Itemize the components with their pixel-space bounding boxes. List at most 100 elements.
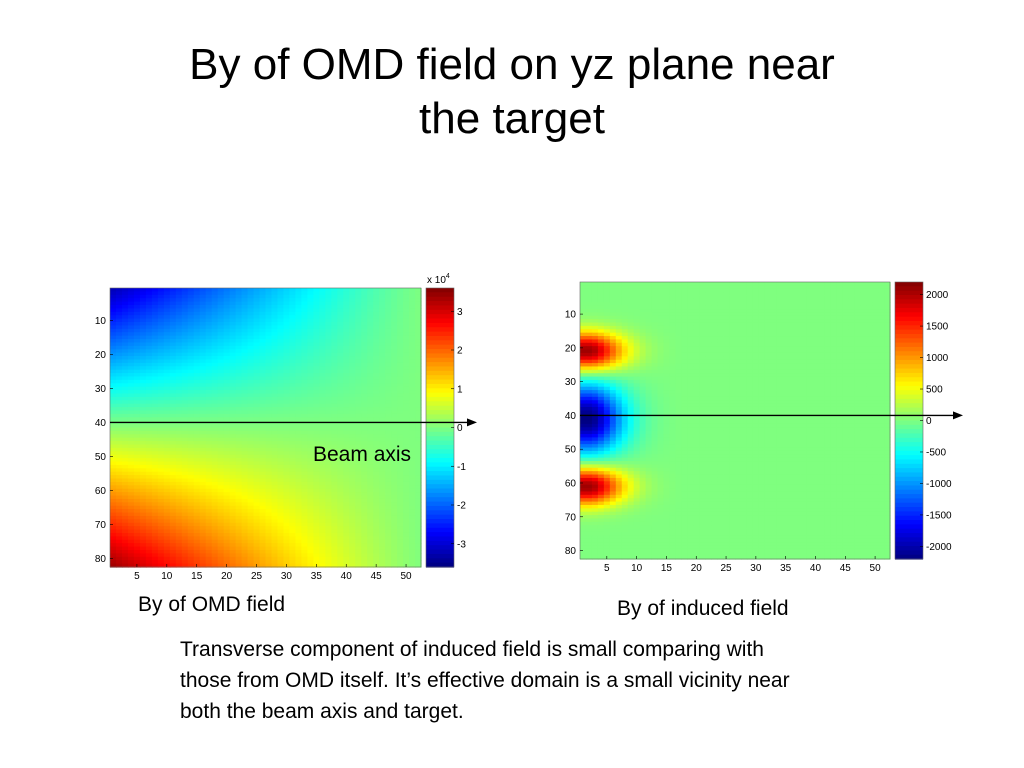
heatmap-cell xyxy=(361,396,368,401)
heatmap-cell xyxy=(415,325,422,330)
heatmap-cell xyxy=(349,345,356,350)
heatmap-cell xyxy=(283,332,291,337)
heatmap-cell xyxy=(253,413,261,418)
heatmap-cell xyxy=(181,342,189,347)
heatmap-cell xyxy=(391,308,398,313)
heatmap-cell xyxy=(349,318,356,323)
heatmap-cell xyxy=(259,339,267,344)
heatmap-cell xyxy=(157,356,165,361)
heatmap-cell xyxy=(193,427,201,432)
heatmap-cell xyxy=(205,376,213,381)
heatmap-cell xyxy=(397,376,404,381)
heatmap-cell xyxy=(373,308,380,313)
heatmap-cell xyxy=(373,315,380,320)
heatmap-cell xyxy=(169,386,177,391)
heatmap-cell xyxy=(163,403,171,408)
heatmap-cell xyxy=(259,379,267,384)
heatmap-cell xyxy=(349,410,356,415)
heatmap-cell xyxy=(211,325,219,330)
heatmap-cell xyxy=(325,403,332,408)
heatmap-cell xyxy=(349,328,356,333)
heatmap-cell xyxy=(181,434,189,439)
heatmap-cell xyxy=(259,427,267,432)
heatmap-cell xyxy=(121,298,129,303)
heatmap-cell xyxy=(151,396,159,401)
heatmap-cell xyxy=(169,298,177,303)
heatmap-cell xyxy=(277,335,285,340)
heatmap-cell xyxy=(199,298,207,303)
heatmap-cell xyxy=(367,393,374,398)
heatmap-cell xyxy=(110,328,117,333)
heatmap-cell xyxy=(337,356,344,361)
heatmap-cell xyxy=(145,294,153,299)
heatmap-cell xyxy=(331,311,338,316)
heatmap-cell xyxy=(331,407,338,412)
heatmap-cell xyxy=(199,386,207,391)
heatmap-cell xyxy=(325,342,332,347)
heatmap-cell xyxy=(319,335,326,340)
heatmap-cell xyxy=(163,396,171,401)
heatmap-cell xyxy=(199,373,207,378)
heatmap-cell xyxy=(151,383,159,388)
heatmap-cell xyxy=(127,393,135,398)
heatmap-cell xyxy=(367,379,374,384)
heatmap-cell xyxy=(241,407,249,412)
heatmap-cell xyxy=(175,410,183,415)
heatmap-cell xyxy=(313,356,320,361)
heatmap-cell xyxy=(145,325,153,330)
heatmap-cell xyxy=(307,288,314,292)
heatmap-cell xyxy=(385,328,392,333)
heatmap-cell xyxy=(121,301,129,306)
heatmap-cell xyxy=(127,298,135,303)
heatmap-cell xyxy=(205,356,213,361)
heatmap-cell xyxy=(181,424,189,429)
heatmap-cell xyxy=(139,400,147,405)
heatmap-cell xyxy=(367,410,374,415)
heatmap-cell xyxy=(367,359,374,364)
heatmap-cell xyxy=(379,335,386,340)
heatmap-cell xyxy=(205,373,213,378)
heatmap-cell xyxy=(397,335,404,340)
heatmap-cell xyxy=(139,390,147,395)
heatmap-cell xyxy=(193,335,201,340)
heatmap-cell xyxy=(367,407,374,412)
slide-title: By of OMD field on yz plane near the tar… xyxy=(60,38,964,146)
heatmap-cell xyxy=(415,318,422,323)
heatmap-cell xyxy=(397,288,404,292)
heatmap-cell xyxy=(319,356,326,361)
heatmap-cell xyxy=(223,424,231,429)
heatmap-cell xyxy=(313,345,320,350)
heatmap-cell xyxy=(343,376,350,381)
heatmap-cell xyxy=(313,349,320,354)
heatmap-cell xyxy=(349,315,356,320)
heatmap-cell xyxy=(265,356,273,361)
heatmap-cell xyxy=(349,427,356,432)
heatmap-cell xyxy=(283,291,291,296)
heatmap-cell xyxy=(295,305,302,310)
heatmap-cell xyxy=(211,396,219,401)
heatmap-cell xyxy=(349,359,356,364)
heatmap-cell xyxy=(211,424,219,429)
heatmap-cell xyxy=(133,424,141,429)
heatmap-cell xyxy=(247,294,255,299)
heatmap-cell xyxy=(163,308,171,313)
heatmap-cell xyxy=(307,430,314,435)
heatmap-cell xyxy=(193,379,201,384)
heatmap-cell xyxy=(337,332,344,337)
heatmap-cell xyxy=(127,413,135,418)
heatmap-cell xyxy=(271,342,279,347)
heatmap-cell xyxy=(283,325,291,330)
heatmap-cell xyxy=(199,376,207,381)
heatmap-cell xyxy=(115,322,123,327)
heatmap-cell xyxy=(295,386,302,391)
heatmap-cell xyxy=(313,342,320,347)
heatmap-cell xyxy=(110,322,117,327)
heatmap-cell xyxy=(391,291,398,296)
heatmap-cell xyxy=(193,434,201,439)
heatmap-cell xyxy=(151,366,159,371)
heatmap-cell xyxy=(379,430,386,435)
heatmap-cell xyxy=(241,291,249,296)
heatmap-cell xyxy=(295,393,302,398)
heatmap-cell xyxy=(349,366,356,371)
